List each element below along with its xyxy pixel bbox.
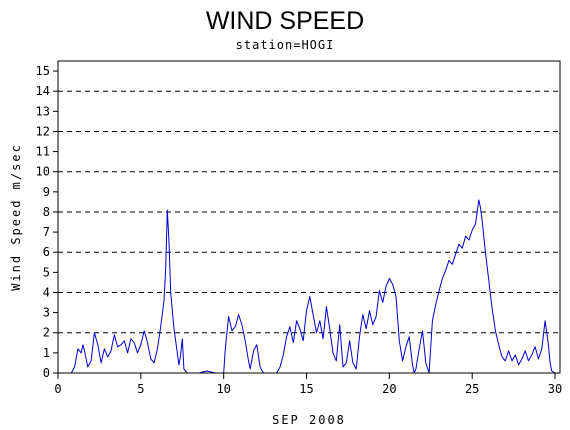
y-tick-label: 9 (43, 185, 50, 199)
x-axis-ticks: 0 5 10 15 20 25 30 (54, 373, 562, 396)
y-tick-label: 15 (36, 64, 50, 78)
x-tick-label: 10 (216, 382, 230, 396)
chart-subtitle: station=HOGI (236, 38, 335, 52)
y-tick-label: 8 (43, 205, 50, 219)
x-tick-label: 5 (137, 382, 144, 396)
y-tick-label: 11 (36, 145, 50, 159)
y-tick-label: 6 (43, 245, 50, 259)
x-tick-label: 25 (465, 382, 479, 396)
series-layer (58, 199, 556, 374)
plot-frame (57, 60, 561, 374)
y-tick-label: 7 (43, 225, 50, 239)
y-tick-label: 12 (36, 124, 50, 138)
y-tick-label: 5 (43, 265, 50, 279)
y-tick-label: 1 (43, 346, 50, 360)
x-tick-label: 15 (299, 382, 313, 396)
y-tick-label: 13 (36, 104, 50, 118)
y-tick-label: 0 (43, 366, 50, 380)
y-tick-label: 2 (43, 326, 50, 340)
x-tick-label: 30 (548, 382, 562, 396)
x-axis-label: SEP 2008 (272, 413, 346, 427)
x-tick-label: 0 (54, 382, 61, 396)
y-tick-label: 4 (43, 285, 50, 299)
y-tick-label: 10 (36, 165, 50, 179)
chart-title: WIND SPEED (206, 7, 364, 35)
y-axis-label: Wind Speed m/sec (9, 143, 23, 291)
wind-speed-series-line (58, 199, 556, 374)
y-tick-label: 14 (36, 84, 50, 98)
reference-lines (58, 90, 560, 334)
x-tick-label: 20 (382, 382, 396, 396)
y-tick-label: 3 (43, 306, 50, 320)
